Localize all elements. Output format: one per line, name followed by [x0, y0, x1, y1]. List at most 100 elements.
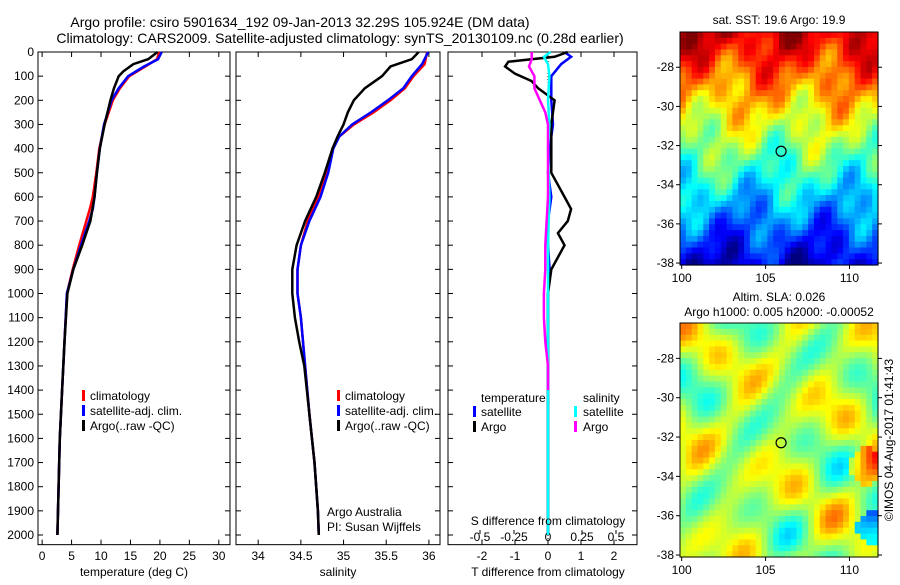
sla-map-cell — [714, 545, 722, 552]
sst-map-cell — [825, 49, 833, 56]
sst-map-cell — [773, 154, 780, 161]
sla-map-cell — [802, 387, 809, 394]
sla-map-cell — [779, 428, 786, 435]
sst-map-cell — [848, 49, 856, 56]
sst-map-cell — [802, 195, 809, 202]
sla-map-cell — [808, 539, 815, 546]
sla-map-cell — [819, 358, 827, 365]
sst-map-cell — [709, 183, 716, 190]
sla-map-cell — [866, 334, 873, 342]
sla-map-cell — [837, 358, 844, 365]
sst-map-cell — [761, 224, 768, 231]
sst-map-cell — [755, 125, 763, 132]
depth-tick-label: 300 — [14, 117, 34, 131]
sla-map-cell — [749, 363, 757, 371]
sla-map-cell — [866, 451, 873, 459]
sla-map-cell — [720, 451, 728, 459]
sst-map-cell — [720, 154, 728, 161]
sst-map-cell — [831, 160, 838, 167]
sst-map-cell — [680, 218, 687, 225]
sla-map-cell — [761, 545, 768, 552]
sst-map-cell — [866, 101, 873, 109]
sla-map-cell — [854, 410, 862, 418]
sst-map-cell — [848, 259, 856, 266]
sla-map-cell — [755, 445, 763, 453]
sla-map-cell — [749, 469, 757, 476]
sst-map-cell — [831, 154, 838, 161]
sst-map-cell — [709, 136, 716, 144]
sla-map-cell — [872, 533, 879, 541]
sst-map-cell — [854, 131, 862, 138]
sla-map-cell — [703, 521, 710, 529]
legend-heading-temperature: temperature — [481, 391, 546, 405]
sla-map-cell — [691, 463, 699, 470]
sst-map-cell — [680, 32, 687, 39]
sla-map-cell — [866, 346, 873, 353]
sla-map-cell — [808, 340, 815, 347]
sst-map-cell — [744, 183, 751, 190]
sst-map-cell — [813, 235, 821, 243]
temperature-series-line — [56, 51, 163, 536]
sla-map-cell — [813, 363, 821, 371]
sst-map-cell — [837, 55, 844, 62]
sst-map-cell — [860, 84, 867, 91]
sst-map-cell — [691, 154, 699, 161]
sst-map-cell — [813, 171, 821, 179]
sla-map-cell — [680, 480, 687, 488]
sla-map-cell — [714, 393, 722, 400]
sst-map-cell — [784, 90, 792, 97]
sla-map-cell — [790, 539, 798, 546]
sla-map-cell — [866, 545, 873, 552]
sla-map-cell — [790, 422, 798, 429]
sst-map-cell — [755, 142, 763, 150]
sla-map-cell — [709, 469, 716, 476]
sst-map-cell — [848, 37, 856, 45]
sla-map-cell — [773, 346, 780, 353]
sst-map-cell — [744, 160, 751, 167]
sst-map-cell — [848, 206, 856, 214]
sst-map-cell — [761, 195, 768, 202]
sst-map-cell — [680, 224, 687, 231]
sst-map-cell — [837, 90, 844, 97]
legend-label: satellite-adj. clim. — [345, 404, 437, 418]
sst-map-cell — [749, 241, 757, 249]
sla-map-cell — [837, 551, 844, 558]
sst-map-cell — [866, 206, 873, 214]
sla-map-cell — [732, 527, 739, 535]
sla-map-cell — [779, 475, 786, 482]
sst-map-cell — [738, 171, 745, 179]
sst-map-cell — [732, 218, 739, 225]
sla-map-cell — [697, 363, 704, 371]
sst-map-cell — [848, 96, 856, 103]
sst-map-cell — [837, 160, 844, 167]
sla-map-cell — [808, 434, 815, 441]
sla-map-cell — [767, 369, 774, 377]
sst-map-cell — [802, 206, 809, 214]
sst-map-cell — [808, 49, 815, 56]
sst-map-cell — [848, 43, 856, 51]
sla-map-cell — [779, 486, 786, 494]
sst-map-cell — [808, 218, 815, 225]
sst-map-cell — [866, 241, 873, 249]
sst-map-cell — [872, 84, 879, 91]
sst-map-cell — [732, 165, 739, 173]
sst-map-cell — [854, 119, 862, 126]
sla-map-cell — [744, 410, 751, 418]
sla-map-cell — [767, 422, 774, 429]
sla-map-cell — [761, 457, 768, 464]
sla-map-cell — [773, 457, 780, 464]
sla-map-cell — [802, 369, 809, 377]
sla-map-cell — [744, 451, 751, 459]
sst-map-cell — [808, 195, 815, 202]
sla-map-cell — [779, 334, 786, 342]
sst-map-cell — [709, 160, 716, 167]
sst-map-cell — [808, 66, 815, 74]
sst-map-cell — [860, 142, 867, 150]
sst-map-cell — [749, 177, 757, 185]
sst-map-cell — [680, 61, 687, 68]
sla-map-cell — [819, 545, 827, 552]
sst-map-cell — [825, 218, 833, 225]
sla-map-cell — [749, 521, 757, 529]
sla-map-cell — [691, 475, 699, 482]
sst-map-cell — [726, 55, 734, 62]
